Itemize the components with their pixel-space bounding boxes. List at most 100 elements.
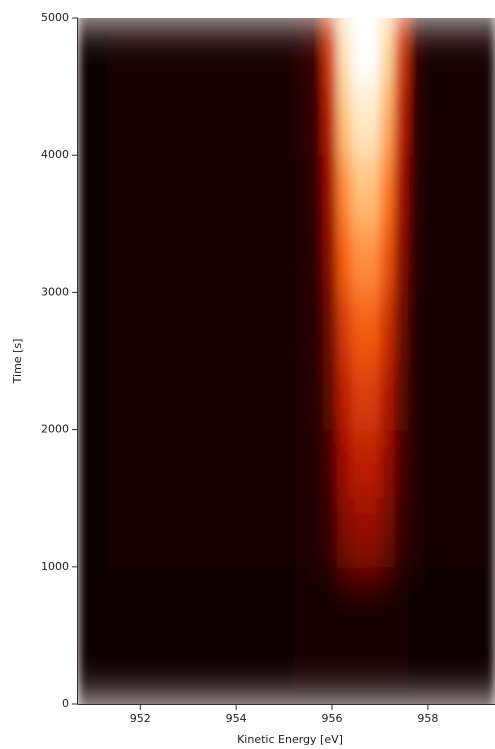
heatmap-cell bbox=[236, 292, 252, 362]
heatmap-cell bbox=[394, 361, 410, 431]
heatmap-cell bbox=[193, 429, 208, 499]
heatmap-cell bbox=[164, 498, 180, 568]
heatmap-cell bbox=[408, 635, 424, 704]
heatmap-cell bbox=[423, 155, 438, 225]
heatmap-cell bbox=[437, 361, 453, 431]
heatmap-cell bbox=[164, 635, 180, 704]
heatmap-cell bbox=[423, 566, 438, 636]
x-tick-label: 954 bbox=[226, 712, 247, 725]
heatmap-cell bbox=[78, 498, 93, 568]
heatmap-cell bbox=[178, 18, 194, 88]
heatmap-cell bbox=[351, 292, 367, 362]
heatmap-cell bbox=[394, 155, 410, 225]
heatmap-cell bbox=[365, 635, 381, 704]
heatmap-cell bbox=[250, 155, 266, 225]
y-tick-label: 3000 bbox=[41, 285, 69, 298]
heatmap-cell bbox=[351, 635, 367, 704]
heatmap-cell bbox=[149, 566, 165, 636]
heatmap-cell bbox=[264, 223, 280, 293]
heatmap-cell bbox=[207, 361, 223, 431]
heatmap-cell bbox=[106, 566, 122, 636]
heatmap-cell bbox=[78, 223, 93, 293]
heatmap-cell bbox=[135, 498, 151, 568]
heatmap-cell bbox=[207, 566, 223, 636]
heatmap-cell bbox=[250, 429, 266, 499]
heatmap-cell bbox=[437, 292, 453, 362]
heatmap-cell bbox=[466, 86, 482, 156]
heatmap-cell bbox=[264, 429, 280, 499]
heatmap-cell bbox=[149, 155, 165, 225]
heatmap-cell bbox=[236, 18, 252, 88]
heatmap-cell bbox=[322, 292, 338, 362]
heatmap-cell bbox=[264, 292, 280, 362]
heatmap-cell bbox=[250, 18, 266, 88]
heatmap-cell bbox=[408, 18, 424, 88]
heatmap-cell bbox=[451, 155, 467, 225]
heatmap-cell bbox=[394, 86, 410, 156]
heatmap-cell bbox=[336, 361, 352, 431]
heatmap-cell bbox=[451, 292, 467, 362]
heatmap-cell bbox=[264, 86, 280, 156]
heatmap-cell bbox=[121, 155, 137, 225]
heatmap-cell bbox=[279, 86, 295, 156]
heatmap-cell bbox=[351, 429, 367, 499]
heatmap-cell bbox=[135, 429, 151, 499]
heatmap-cell bbox=[480, 566, 495, 636]
heatmap-cell bbox=[121, 498, 137, 568]
heatmap-cell bbox=[207, 292, 223, 362]
heatmap-cell bbox=[351, 155, 367, 225]
heatmap-cell bbox=[351, 361, 367, 431]
heatmap-cell bbox=[322, 18, 338, 88]
heatmap-cell bbox=[135, 155, 151, 225]
heatmap-cell bbox=[149, 86, 165, 156]
heatmap-cell bbox=[336, 155, 352, 225]
heatmap-cell bbox=[221, 498, 237, 568]
heatmap-cell bbox=[207, 18, 223, 88]
heatmap-cell bbox=[293, 635, 309, 704]
heatmap-cell bbox=[92, 361, 108, 431]
heatmap-cell bbox=[379, 18, 395, 88]
heatmap-cell bbox=[221, 429, 237, 499]
heatmap-cell bbox=[135, 566, 151, 636]
heatmap-cell bbox=[149, 635, 165, 704]
heatmap-cell bbox=[279, 18, 295, 88]
heatmap-cell bbox=[322, 155, 338, 225]
heatmap-cell bbox=[164, 429, 180, 499]
heatmap-cell bbox=[164, 292, 180, 362]
heatmap-cell bbox=[480, 292, 495, 362]
heatmap-cell bbox=[365, 86, 381, 156]
heatmap-cell bbox=[322, 635, 338, 704]
heatmap-cell bbox=[121, 361, 137, 431]
heatmap-cell bbox=[437, 155, 453, 225]
heatmap-cell bbox=[451, 566, 467, 636]
heatmap-cell bbox=[92, 292, 108, 362]
heatmap-cell bbox=[149, 292, 165, 362]
heatmap-cell bbox=[365, 566, 381, 636]
heatmap-cell bbox=[193, 361, 208, 431]
heatmap-cell bbox=[221, 18, 237, 88]
heatmap-cell bbox=[308, 498, 323, 568]
heatmap-cell bbox=[408, 292, 424, 362]
heatmap-cell bbox=[236, 223, 252, 293]
heatmap-cell bbox=[322, 429, 338, 499]
heatmap-cell bbox=[308, 223, 323, 293]
heatmap-cell bbox=[379, 635, 395, 704]
heatmap-cell bbox=[322, 566, 338, 636]
heatmap-cell bbox=[221, 223, 237, 293]
heatmap-cell bbox=[221, 292, 237, 362]
heatmap-cell bbox=[207, 155, 223, 225]
heatmap-cell bbox=[207, 498, 223, 568]
heatmap-cell bbox=[78, 292, 93, 362]
heatmap-cell bbox=[423, 498, 438, 568]
heatmap-cell bbox=[279, 635, 295, 704]
heatmap-cell bbox=[250, 566, 266, 636]
heatmap-cell bbox=[193, 498, 208, 568]
heatmap-cell bbox=[178, 635, 194, 704]
heatmap-cell bbox=[78, 635, 93, 704]
heatmap-cell bbox=[336, 223, 352, 293]
y-tick-label: 1000 bbox=[41, 560, 69, 573]
heatmap-cell bbox=[106, 18, 122, 88]
heatmap-cell bbox=[480, 635, 495, 704]
heatmap-cell bbox=[293, 86, 309, 156]
